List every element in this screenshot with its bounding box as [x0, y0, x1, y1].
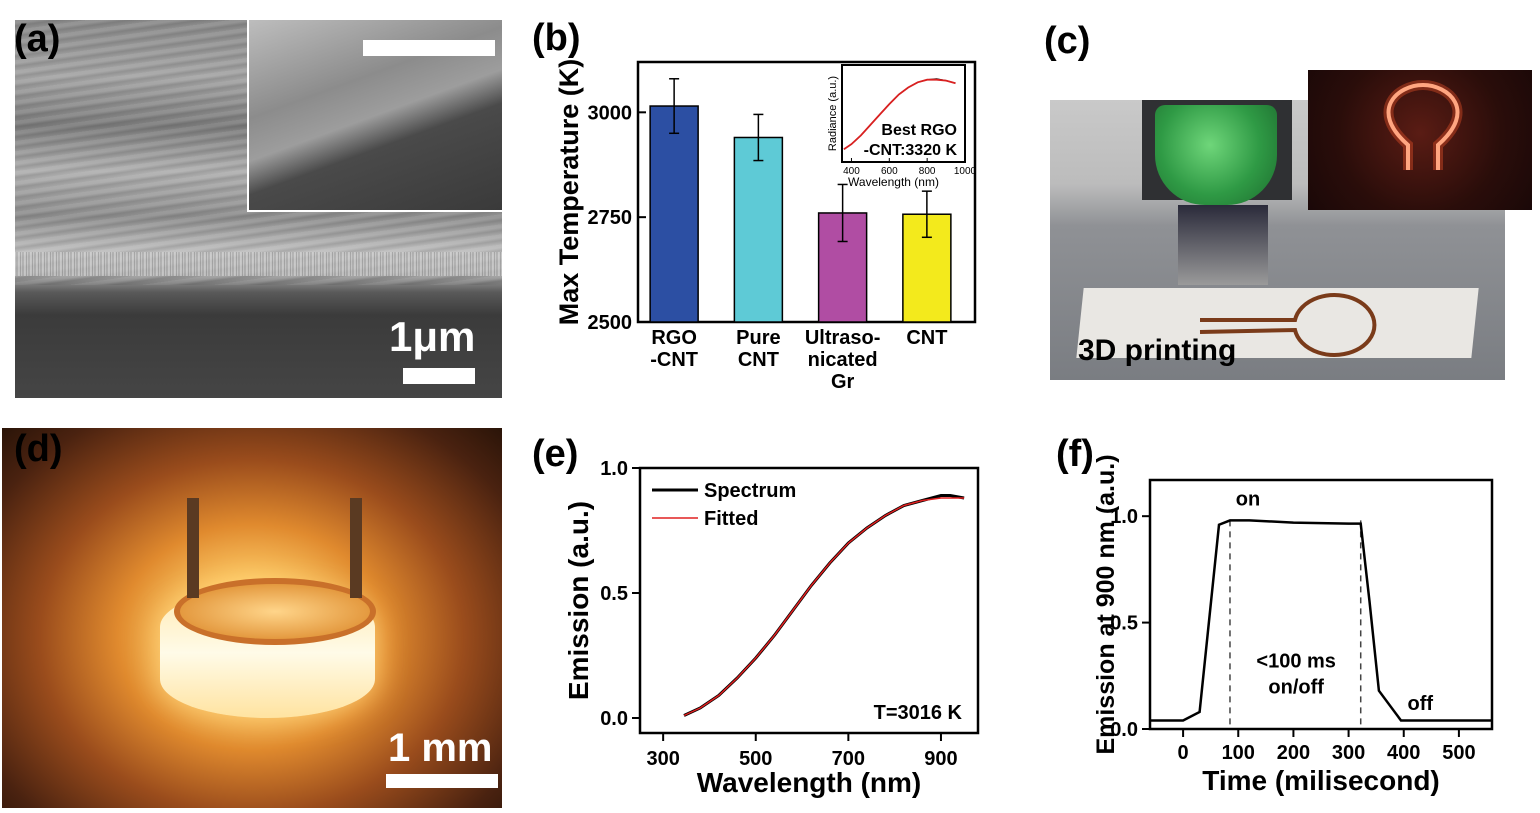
- y-tick-label-e: 0.0: [600, 708, 628, 730]
- y-tick-label-b: 2750: [588, 207, 633, 229]
- x-tick-label-e: 900: [924, 748, 957, 770]
- plot-frame-e: [638, 466, 980, 735]
- y-tick-label-e: 1.0: [600, 458, 628, 480]
- y-axis-label-f: Emission at 900 nm (a.u.): [1092, 454, 1120, 754]
- timing-annotation-f: on/off: [1268, 676, 1324, 698]
- bar-1: [733, 136, 784, 323]
- inset-x-tick-label: 600: [881, 166, 898, 177]
- inset-y-axis-label: Radiance (a.u.): [827, 76, 839, 151]
- x-tick-label-f: 100: [1222, 742, 1255, 764]
- bar-0: [649, 105, 699, 323]
- scale-bar-d: [386, 774, 498, 788]
- temperature-annotation-e: T=3016 K: [874, 702, 963, 724]
- panel-label-f: (f): [1056, 433, 1094, 475]
- x-axis-label-e: Wavelength (nm): [697, 767, 922, 798]
- off-annotation-f: off: [1408, 693, 1434, 715]
- panel-label-c: (c): [1044, 20, 1091, 62]
- scale-label-d: 1 mm: [388, 726, 493, 770]
- x-tick-label-f: 500: [1442, 742, 1475, 764]
- x-tick-label-e: 700: [832, 748, 865, 770]
- electrode-left: [187, 498, 199, 598]
- inset-annotation: Best RGO: [881, 122, 957, 139]
- legend-label-0: Spectrum: [704, 480, 796, 502]
- panel-f: (f) 0 100 200 300 400 500 0.0 0.5 1.0 Time (milise…: [1030, 420, 1540, 808]
- x-tick-label-f: 200: [1277, 742, 1310, 764]
- x-axis-label-f: Time (milisecond): [1202, 765, 1440, 796]
- category-label-3: CNT: [906, 327, 947, 349]
- scale-label-a: 1μm: [389, 313, 476, 360]
- panel-e: (e) 300 500 700 900 0.0 0.5 1.0 Wavelength (nm) E…: [520, 420, 1000, 808]
- category-label-0: RGO: [651, 327, 697, 349]
- y-tick-label-f: 0.5: [1110, 613, 1138, 635]
- panel-c: (c) 3D printing: [1030, 0, 1540, 400]
- series-fitted: [683, 497, 965, 717]
- y-axis-label-b: Max Temperature (K): [554, 59, 584, 326]
- x-tick-label-e: 300: [646, 748, 679, 770]
- glowing-filament-inset: [1308, 70, 1532, 210]
- category-label-2: Ultraso-: [805, 327, 881, 349]
- x-tick-label-f: 300: [1332, 742, 1365, 764]
- category-label-2: Gr: [831, 371, 855, 393]
- green-ink-syringe: [1155, 105, 1277, 205]
- glow-loop-icon: [1383, 79, 1463, 170]
- inset-annotation: -CNT:3320 K: [864, 142, 958, 159]
- category-label-1: CNT: [738, 349, 779, 371]
- ring-top-opening: [174, 578, 376, 645]
- y-tick-label-b: 2500: [588, 312, 633, 334]
- inset-scale-bar: [363, 40, 495, 56]
- category-label-2: nicated: [808, 349, 878, 371]
- category-label-0: -CNT: [650, 349, 698, 371]
- nozzle-tip: [1178, 205, 1268, 285]
- inset-x-tick-label: 400: [843, 166, 860, 177]
- inset-x-tick-label: 1000: [954, 166, 977, 177]
- line-chart-f: (f) 0 100 200 300 400 500 0.0 0.5 1.0 Time (milise…: [1056, 433, 1494, 796]
- y-tick-label-e: 0.5: [600, 583, 628, 605]
- sem-cross-section-line: [15, 252, 502, 276]
- legend-label-1: Fitted: [704, 508, 758, 530]
- y-tick-label-f: 1.0: [1110, 506, 1138, 528]
- panel-a: 1μm (a): [0, 0, 510, 400]
- inset-x-tick-label: 800: [919, 166, 936, 177]
- electrode-right: [350, 498, 362, 598]
- on-annotation-f: on: [1236, 489, 1260, 511]
- sem-image: 1μm: [15, 20, 502, 398]
- x-tick-label-f: 400: [1387, 742, 1420, 764]
- x-tick-label-e: 500: [739, 748, 772, 770]
- inset-x-axis-label: Wavelength (nm): [848, 175, 939, 189]
- panel-label-d: (d): [14, 428, 63, 470]
- panel-d: 1 mm (d): [0, 420, 510, 808]
- printed-filament-icon: [1199, 293, 1377, 357]
- y-tick-label-b: 3000: [588, 102, 633, 124]
- glowing-ring-photo: 1 mm: [2, 428, 502, 808]
- panel-b: (b) 2500 2750 3000 Max Temperature (K) RGO -CN…: [520, 0, 990, 400]
- y-axis-label-e: Emission (a.u.): [563, 501, 594, 700]
- timing-annotation-f: <100 ms: [1256, 650, 1336, 672]
- x-tick-label-f: 0: [1178, 742, 1189, 764]
- inset-series-1: [843, 78, 956, 151]
- panel-label-a: (a): [14, 18, 61, 60]
- plot-frame-f: [1148, 478, 1494, 731]
- category-label-1: Pure: [736, 327, 780, 349]
- panel-label-b: (b): [532, 17, 581, 59]
- line-chart-e: (e) 300 500 700 900 0.0 0.5 1.0 Wavelength (nm) E…: [532, 433, 980, 798]
- plot-frame-b: [636, 60, 977, 324]
- y-tick-label-f: 0.0: [1110, 719, 1138, 741]
- scale-bar-a: [403, 368, 475, 384]
- series-response-0: [1150, 519, 1492, 722]
- panel-label-e: (e): [532, 433, 578, 475]
- caption-3d-printing: 3D printing: [1078, 334, 1237, 367]
